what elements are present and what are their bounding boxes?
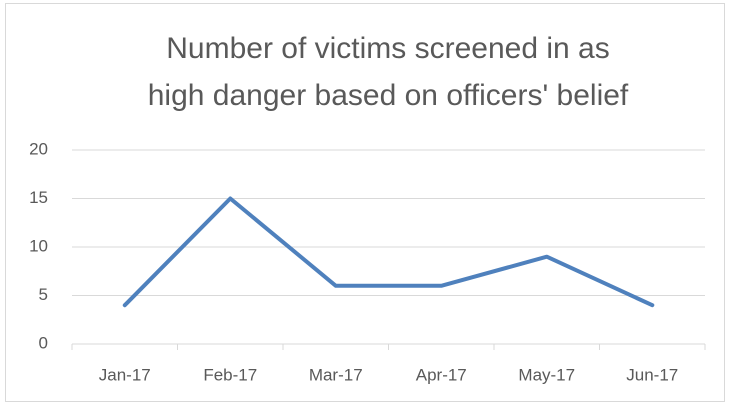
y-tick-label: 10 [29, 236, 48, 255]
x-tick-label: May-17 [518, 365, 575, 384]
x-tick-label: Feb-17 [203, 365, 257, 384]
x-tick-label: Apr-17 [416, 365, 467, 384]
data-line [122, 196, 655, 308]
x-tick-label: Mar-17 [309, 365, 363, 384]
x-tick-label: Jan-17 [99, 365, 151, 384]
y-tick-label: 0 [39, 333, 48, 352]
chart-title: Number of victims screened in as [166, 32, 610, 65]
chart-title: high danger based on officers' belief [148, 79, 629, 112]
y-tick-label: 15 [29, 188, 48, 207]
chart-border [5, 3, 725, 402]
x-tick-label: Jun-17 [626, 365, 678, 384]
y-tick-label: 5 [39, 285, 48, 304]
y-tick-label: 20 [29, 139, 48, 158]
